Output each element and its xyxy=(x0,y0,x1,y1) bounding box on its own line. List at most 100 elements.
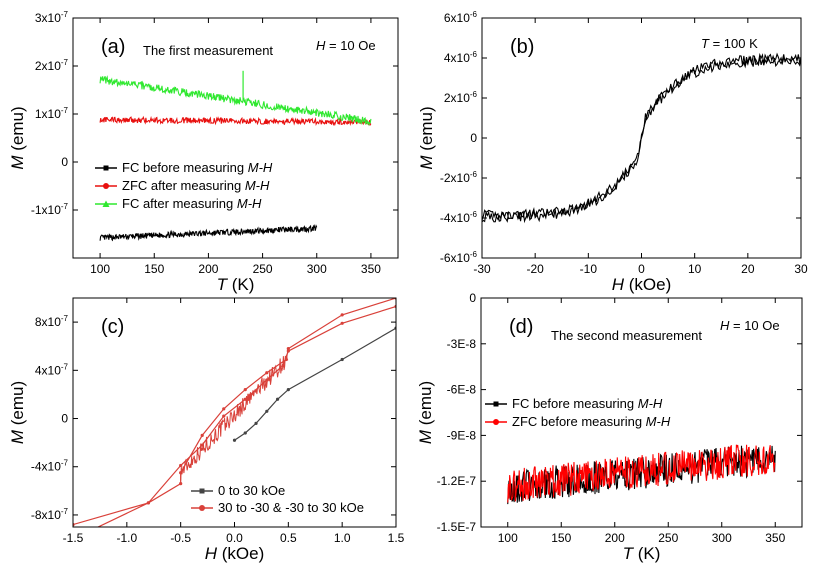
legend-name-var: M-H xyxy=(248,160,273,175)
y-tick-exponent: -6 xyxy=(470,90,478,99)
series-line xyxy=(99,75,372,127)
panel-label: (d) xyxy=(509,316,533,338)
panel-b: -30 -20 -10 0 10 20 30-6x10-6-4x10-6-2x10-602x… xyxy=(417,10,808,294)
y-tick-label: 3x10-7 xyxy=(35,10,69,25)
plot-area xyxy=(99,70,372,242)
data-point xyxy=(222,407,226,411)
y-tick-label: -2x10-6 xyxy=(440,170,478,185)
series-0 xyxy=(99,223,318,242)
y-tick-exponent: -7 xyxy=(61,202,69,211)
x-tick-label: 20 xyxy=(741,262,755,276)
x-tick-label: 10 xyxy=(688,262,702,276)
legend-label: FC after measuring M-H xyxy=(122,196,262,211)
y-tick-base: 2x10 xyxy=(444,91,470,105)
field-note-var: T xyxy=(701,36,710,51)
y-axis-label: M (emu) xyxy=(417,106,436,169)
y-tick-label: 6x10-6 xyxy=(444,10,478,25)
y-tick-base: -8x10 xyxy=(31,508,61,522)
field-note-text: = 10 Oe xyxy=(325,38,375,53)
legend-entry: 30 to -30 & -30 to 30 kOe xyxy=(191,500,364,515)
x-tick-label: -20 xyxy=(526,262,544,276)
series-0 xyxy=(482,52,801,224)
y-tick-base: 6x10 xyxy=(444,11,470,25)
x-tick-label: -1.5 xyxy=(63,531,84,545)
y-tick-exponent: -7 xyxy=(61,362,69,371)
data-point xyxy=(340,313,344,317)
y-tick-base: 0 xyxy=(61,155,68,169)
y-axis-unit: (emu) xyxy=(416,381,435,430)
series-line xyxy=(234,327,396,441)
x-tick-label: 350 xyxy=(361,262,381,276)
y-tick-base: -6E-8 xyxy=(447,383,477,397)
field-note-text: = 10 Oe xyxy=(729,318,779,333)
legend-marker xyxy=(199,488,205,494)
field-note-var: H xyxy=(316,38,326,53)
x-tick-label: 150 xyxy=(144,262,164,276)
y-tick-exponent: -7 xyxy=(61,314,69,323)
series-line xyxy=(99,223,318,242)
plot-area xyxy=(507,444,776,505)
y-tick-label: 8x10-7 xyxy=(35,314,69,329)
y-tick-label: -1x10-7 xyxy=(31,202,69,217)
y-tick-label: -1.2E-7 xyxy=(437,474,477,488)
y-tick-base: -1x10 xyxy=(31,203,61,217)
panel-label: (c) xyxy=(101,316,124,338)
x-tick-label: 100 xyxy=(90,262,110,276)
y-tick-exponent: -6 xyxy=(470,210,478,219)
hysteresis-branch-1 xyxy=(482,55,801,224)
legend-name: 30 to -30 & -30 to 30 kOe xyxy=(218,500,364,515)
data-point xyxy=(265,378,269,382)
series-2 xyxy=(99,70,372,127)
y-tick-base: -2x10 xyxy=(440,171,470,185)
data-point xyxy=(265,371,269,375)
y-tick-label: 0 xyxy=(61,155,68,169)
x-axis-var: H xyxy=(205,544,218,563)
y-axis-var: M xyxy=(416,429,435,444)
data-point xyxy=(340,321,344,325)
x-tick-label: 300 xyxy=(712,531,732,545)
series-1 xyxy=(99,115,372,127)
series-line xyxy=(507,444,776,503)
field-note: H = 10 Oe xyxy=(720,318,780,333)
x-axis-var: T xyxy=(217,275,229,294)
y-tick-base: -3E-8 xyxy=(447,337,477,351)
data-point xyxy=(284,357,288,362)
legend-label: FC before measuring M-H xyxy=(122,160,273,175)
x-axis-unit: (kOe) xyxy=(624,275,671,294)
field-note-var: H xyxy=(720,318,730,333)
x-tick-label: 0.5 xyxy=(280,531,297,545)
panel-label: (a) xyxy=(101,36,125,58)
y-tick-exponent: -6 xyxy=(470,10,478,19)
panel-c: -1.5 -1.0 -0.5 0.0 0.5 1.0 1.5-8x10-7-4x10-704… xyxy=(8,297,405,563)
x-tick-label: -30 xyxy=(473,262,491,276)
y-tick-label: 4x10-7 xyxy=(35,362,69,377)
y-tick-base: 2x10 xyxy=(35,59,61,73)
y-tick-exponent: -6 xyxy=(470,50,478,59)
y-axis-var: M xyxy=(8,155,27,170)
y-axis-unit: (emu) xyxy=(417,106,436,155)
legend-name: FC before measuring xyxy=(512,396,638,411)
x-axis-unit: (kOe) xyxy=(217,544,264,563)
y-tick-base: 0 xyxy=(470,131,477,145)
data-point xyxy=(286,388,290,392)
y-axis-var: M xyxy=(8,429,27,444)
y-tick-label: 0 xyxy=(470,131,477,145)
y-tick-label: -6E-8 xyxy=(447,383,477,397)
x-tick-label: 350 xyxy=(765,531,785,545)
legend-marker xyxy=(103,183,109,189)
series-noise xyxy=(180,353,289,481)
legend-marker xyxy=(103,165,109,171)
data-point xyxy=(200,433,204,437)
x-tick-label: 0 xyxy=(638,262,645,276)
x-tick-label: 250 xyxy=(253,262,273,276)
y-tick-base: -1.2E-7 xyxy=(437,474,477,488)
y-tick-label: 0 xyxy=(469,291,476,305)
legend-name: ZFC before measuring xyxy=(512,414,646,429)
data-point xyxy=(146,501,150,505)
y-tick-base: 8x10 xyxy=(35,315,61,329)
x-tick-label: 150 xyxy=(551,531,571,545)
x-axis-var: T xyxy=(623,544,635,563)
y-tick-label: 2x10-6 xyxy=(444,90,478,105)
series-line xyxy=(73,298,396,527)
data-point xyxy=(243,397,247,401)
